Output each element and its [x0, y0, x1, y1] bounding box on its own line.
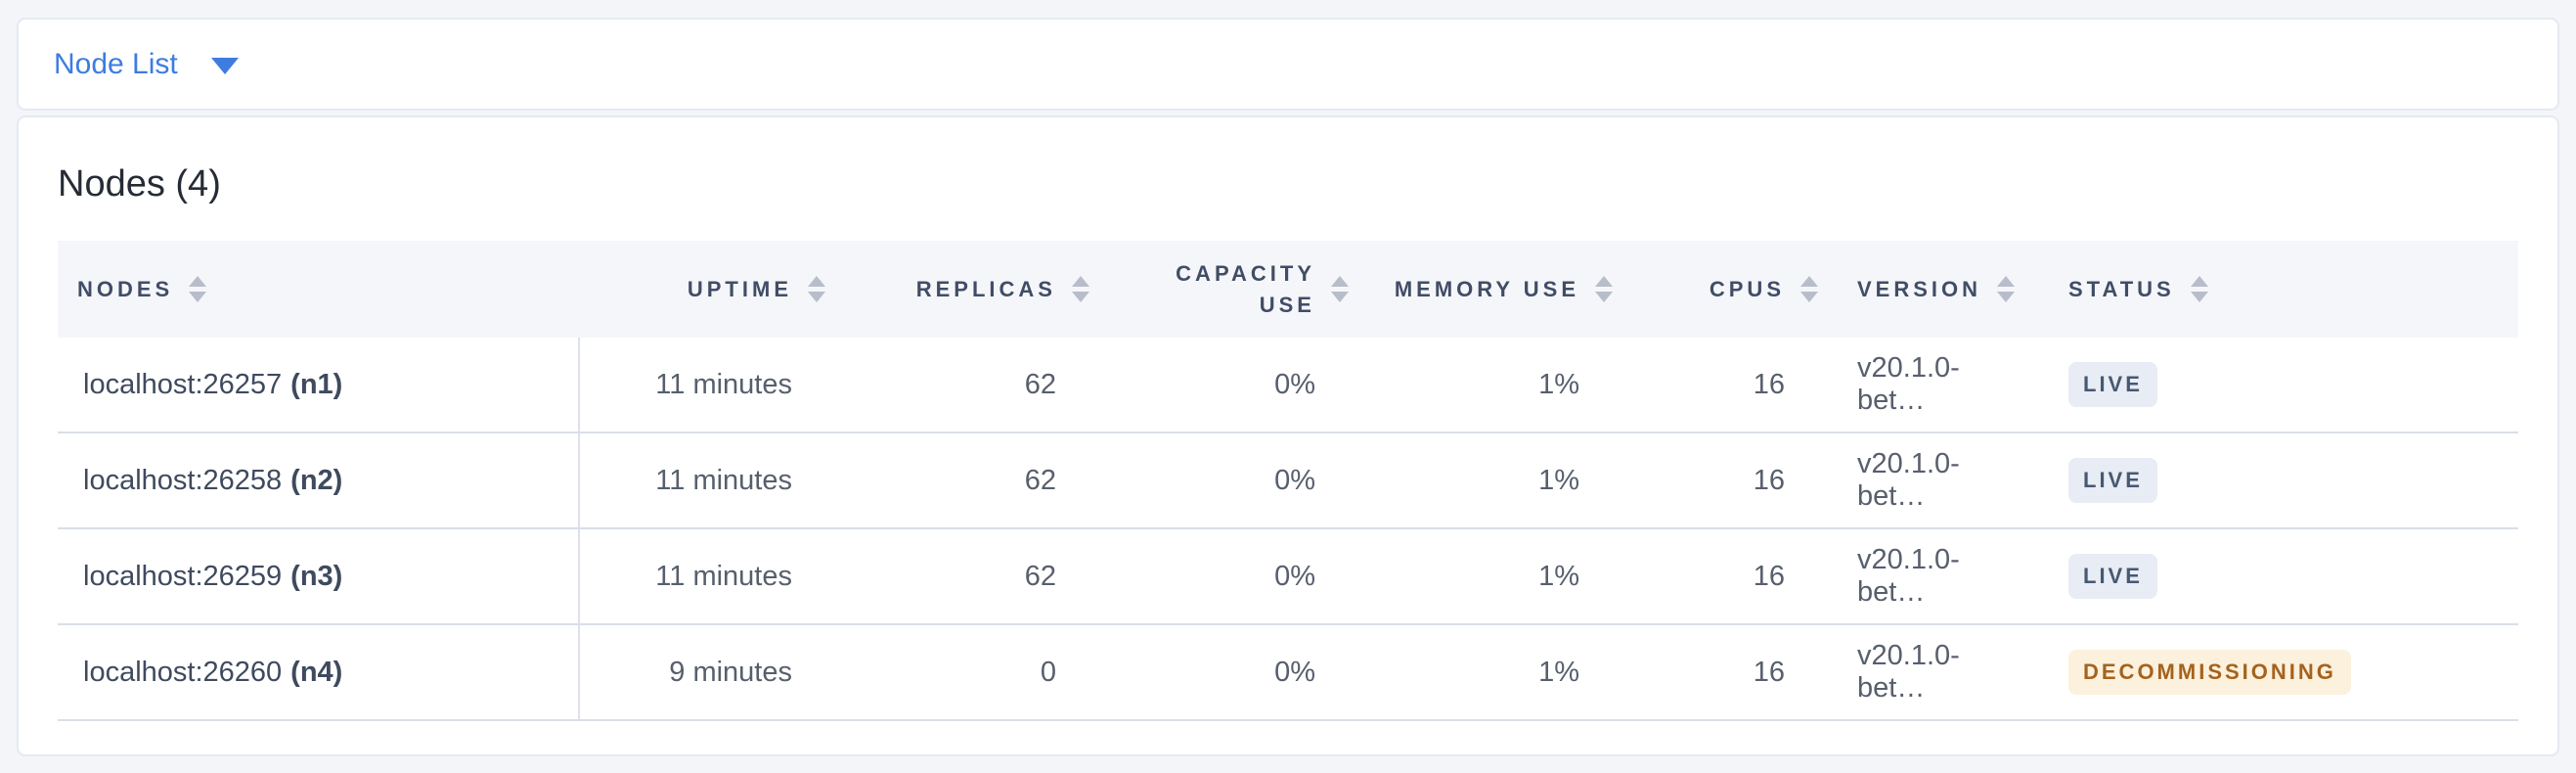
table-row: localhost:26258 (n2) 11 minutes 62 0% 1%…	[58, 433, 2518, 529]
uptime-cell: 11 minutes	[655, 560, 792, 592]
page: Node List Nodes (4) NODES UPTIME REPLICA…	[17, 18, 2559, 756]
cpus-cell: 16	[1753, 656, 1785, 688]
sort-icon	[1800, 275, 1818, 302]
nodes-card: Nodes (4) NODES UPTIME REPLICAS CAPACITY…	[17, 115, 2559, 756]
cpus-cell: 16	[1753, 560, 1785, 592]
table-row: localhost:26260 (n4) 9 minutes 0 0% 1% 1…	[58, 625, 2518, 721]
cpus-cell: 16	[1753, 368, 1785, 400]
node-address-cell: localhost:26260 (n4)	[58, 625, 580, 719]
column-header-capacity-use[interactable]: CAPACITY USE	[1103, 258, 1362, 321]
node-address-cell: localhost:26259 (n3)	[58, 529, 580, 623]
node-id: (n1)	[290, 368, 343, 400]
sort-icon	[1595, 275, 1613, 302]
node-address: localhost:26258	[83, 464, 283, 496]
node-id: (n2)	[290, 464, 343, 496]
sort-icon	[808, 275, 825, 302]
replicas-cell: 62	[1024, 368, 1056, 400]
nodes-table: NODES UPTIME REPLICAS CAPACITY USE MEMOR…	[58, 241, 2518, 721]
node-address: localhost:26259	[83, 560, 283, 592]
capacity-use-cell: 0%	[1274, 368, 1315, 400]
replicas-cell: 62	[1024, 464, 1056, 496]
memory-use-cell: 1%	[1538, 368, 1579, 400]
node-address: localhost:26260	[83, 656, 283, 688]
capacity-use-cell: 0%	[1274, 464, 1315, 496]
capacity-use-cell: 0%	[1274, 560, 1315, 592]
status-cell: LIVE	[2027, 433, 2518, 527]
cpus-cell: 16	[1753, 464, 1785, 496]
column-header-cpus[interactable]: CPUS	[1626, 274, 1832, 305]
page-title: Nodes (4)	[58, 163, 221, 205]
memory-use-cell: 1%	[1538, 560, 1579, 592]
chevron-down-icon	[210, 57, 239, 74]
status-cell: LIVE	[2027, 529, 2518, 623]
column-header-version[interactable]: VERSION	[1832, 274, 2027, 305]
memory-use-cell: 1%	[1538, 464, 1579, 496]
view-dropdown[interactable]: Node List	[54, 48, 239, 81]
uptime-cell: 11 minutes	[655, 368, 792, 400]
version-cell: v20.1.0-bet…	[1857, 448, 1960, 512]
status-cell: LIVE	[2027, 338, 2518, 432]
table-row: localhost:26257 (n1) 11 minutes 62 0% 1%…	[58, 338, 2518, 433]
table-row: localhost:26259 (n3) 11 minutes 62 0% 1%…	[58, 529, 2518, 625]
node-address-cell: localhost:26257 (n1)	[58, 338, 580, 432]
status-badge: LIVE	[2068, 458, 2157, 503]
node-id: (n3)	[290, 560, 343, 592]
column-header-uptime[interactable]: UPTIME	[580, 274, 839, 305]
replicas-cell: 0	[1040, 656, 1056, 688]
node-address: localhost:26257	[83, 368, 283, 400]
status-badge: DECOMMISSIONING	[2068, 650, 2351, 695]
uptime-cell: 11 minutes	[655, 464, 792, 496]
sort-icon	[1997, 275, 2016, 302]
capacity-use-cell: 0%	[1274, 656, 1315, 688]
node-address-cell: localhost:26258 (n2)	[58, 433, 580, 527]
view-selector-card: Node List	[17, 18, 2559, 111]
column-header-status[interactable]: STATUS	[2027, 274, 2518, 305]
uptime-cell: 9 minutes	[669, 656, 792, 688]
view-dropdown-label: Node List	[54, 47, 178, 80]
replicas-cell: 62	[1024, 560, 1056, 592]
status-cell: DECOMMISSIONING	[2027, 625, 2518, 719]
sort-icon	[1072, 275, 1089, 302]
column-header-nodes[interactable]: NODES	[58, 274, 580, 305]
column-header-replicas[interactable]: REPLICAS	[839, 274, 1103, 305]
status-badge: LIVE	[2068, 362, 2157, 407]
memory-use-cell: 1%	[1538, 656, 1579, 688]
version-cell: v20.1.0-bet…	[1857, 640, 1960, 704]
table-header-row: NODES UPTIME REPLICAS CAPACITY USE MEMOR…	[58, 241, 2518, 338]
version-cell: v20.1.0-bet…	[1857, 352, 1960, 416]
status-badge: LIVE	[2068, 554, 2157, 599]
sort-icon	[2190, 275, 2208, 302]
sort-icon	[1331, 276, 1349, 302]
node-id: (n4)	[290, 656, 343, 688]
sort-icon	[189, 275, 207, 302]
version-cell: v20.1.0-bet…	[1857, 544, 1960, 608]
column-header-memory-use[interactable]: MEMORY USE	[1362, 274, 1626, 305]
